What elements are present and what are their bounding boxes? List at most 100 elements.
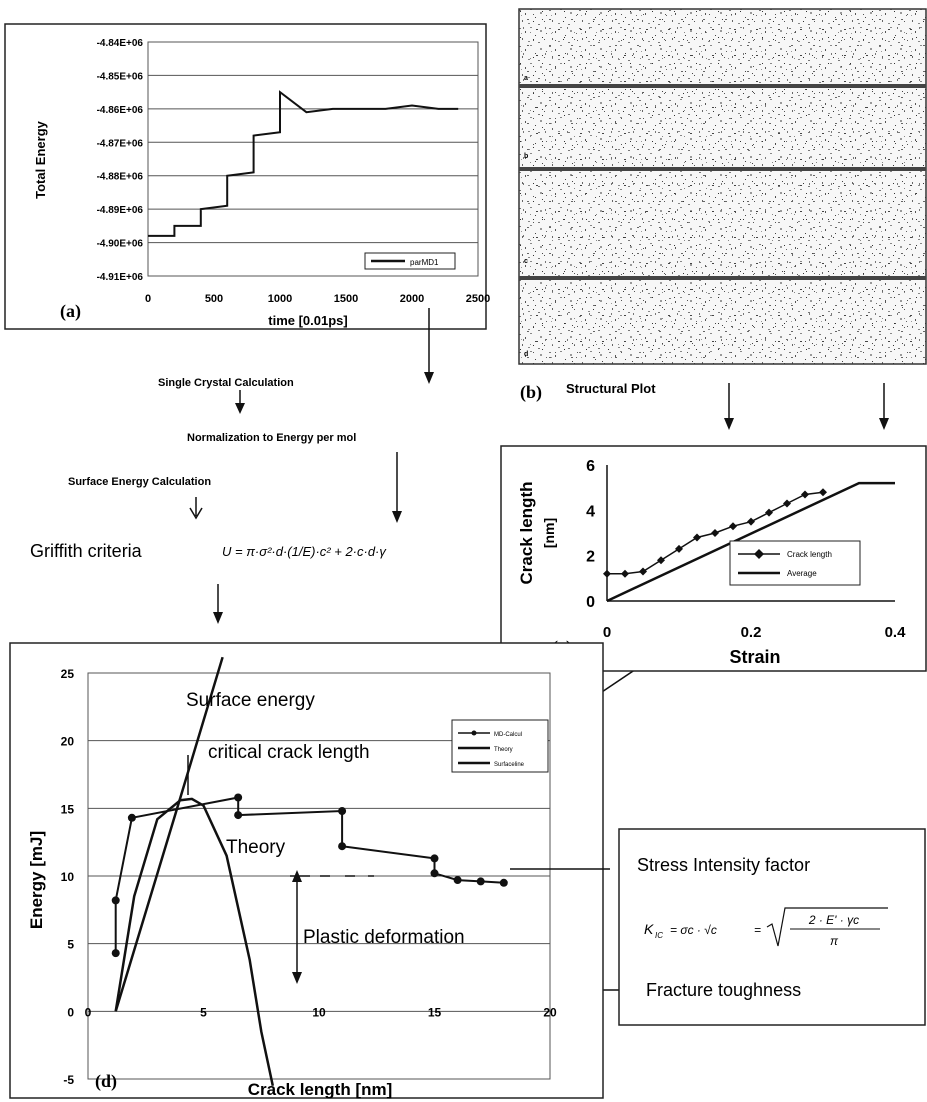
crack-length-point bbox=[657, 556, 665, 565]
panel-a-legend: parMD1 bbox=[364, 252, 456, 270]
md-calcul-point bbox=[453, 876, 462, 885]
crack-length-point bbox=[765, 508, 773, 517]
crack-length-point bbox=[747, 517, 755, 526]
total-energy-line bbox=[148, 90, 459, 237]
crack-length-point bbox=[783, 499, 791, 508]
arrow-down-icon bbox=[392, 452, 402, 523]
legend-theory: Theory bbox=[494, 747, 513, 753]
panel-d-x-tick: 0 bbox=[85, 1005, 92, 1019]
flow-surface-calc: Surface Energy Calculation bbox=[68, 476, 211, 488]
panel-d-y-tick: 5 bbox=[67, 938, 74, 952]
formula-den: π bbox=[830, 934, 839, 948]
panel-c-ylabel: Crack length bbox=[517, 482, 536, 585]
panel-a-plot-area bbox=[147, 41, 479, 277]
panel-a: -4.84E+06 -4.85E+06 -4.86E+06 -4.87E+06 -4.8… bbox=[4, 23, 490, 330]
annotation-theory: Theory bbox=[226, 837, 286, 858]
fracture-toughness: Fracture toughness bbox=[646, 980, 801, 1000]
md-calcul-point bbox=[338, 842, 347, 851]
panel-d-y-tick: 15 bbox=[61, 802, 75, 816]
panel-c-legend: Crack length Average bbox=[729, 540, 861, 586]
formula-num: 2 · E' · γc bbox=[808, 913, 859, 927]
panel-c-x-tick: 0.2 bbox=[741, 624, 762, 641]
theory-curve bbox=[114, 797, 275, 1087]
flow-single-crystal: Single Crystal Calculation bbox=[158, 377, 294, 389]
md-calcul-point bbox=[476, 877, 485, 886]
crack-length-point bbox=[819, 488, 827, 497]
arrow-down-icon bbox=[724, 383, 734, 430]
md-calcul-point bbox=[111, 896, 120, 905]
legend-surfaceline: Surfaceline bbox=[494, 762, 525, 768]
flow-griffith: Griffith criteria bbox=[30, 541, 143, 561]
crack-length-point bbox=[711, 529, 719, 537]
panel-c-x-tick: 0.4 bbox=[885, 624, 907, 641]
crack-length-point bbox=[639, 567, 647, 576]
crack-length-point bbox=[621, 569, 629, 578]
stress-box-title: Stress Intensity factor bbox=[637, 855, 810, 875]
panel-a-y-tick: -4.88E+06 bbox=[97, 172, 144, 183]
arrow-down-icon bbox=[189, 497, 203, 520]
panel-a-x-tick: 2000 bbox=[400, 293, 424, 305]
panel-d-x-tick: 10 bbox=[312, 1005, 326, 1019]
annotation-critical-crack: critical crack length bbox=[208, 742, 370, 763]
md-calcul-point bbox=[234, 793, 243, 802]
crack-length-point bbox=[675, 544, 683, 553]
md-calcul-point bbox=[127, 813, 136, 822]
average-line bbox=[606, 481, 895, 603]
panel-d-y-tick: -5 bbox=[63, 1073, 74, 1087]
panel-a-label: (a) bbox=[60, 301, 81, 322]
griffith-formula: U = π·σ²·d·(1/E)·c² + 2·c·d·γ bbox=[222, 544, 387, 559]
panel-a-y-tick: -4.85E+06 bbox=[97, 71, 144, 82]
panel-a-ylabel: Total Energy bbox=[33, 120, 48, 199]
panel-c-y-tick: 6 bbox=[586, 458, 595, 475]
panel-b-caption: Structural Plot bbox=[566, 381, 656, 396]
panel-a-x-tick: 1000 bbox=[268, 293, 292, 305]
svg-text:=: = bbox=[754, 923, 761, 937]
panel-d-y-tick: 20 bbox=[61, 735, 75, 749]
panel-d-x-tick: 15 bbox=[428, 1005, 442, 1019]
arrow-down-icon bbox=[879, 383, 889, 430]
structure-strip-label: c bbox=[524, 258, 528, 265]
panel-d-x-tick: 20 bbox=[543, 1005, 557, 1019]
surface-energy-line bbox=[114, 656, 224, 1012]
legend-average: Average bbox=[787, 569, 817, 578]
panel-d-label: (d) bbox=[95, 1071, 117, 1092]
crack-length-point bbox=[729, 522, 737, 531]
md-calcul-point bbox=[338, 807, 347, 816]
panel-d-y-tick: 10 bbox=[61, 870, 75, 884]
crack-length-point bbox=[693, 533, 701, 542]
panel-a-y-tick: -4.91E+06 bbox=[97, 272, 144, 283]
formula-k-sub: IC bbox=[655, 931, 663, 940]
structure-strip-label: d bbox=[524, 351, 528, 358]
panel-d-x-tick: 5 bbox=[200, 1005, 207, 1019]
panel-a-y-tick: -4.84E+06 bbox=[97, 38, 144, 49]
arrow-down-icon bbox=[424, 308, 434, 384]
panel-d-y-tick: 25 bbox=[61, 667, 75, 681]
stress-box-frame bbox=[618, 828, 926, 1026]
flow-normalization: Normalization to Energy per mol bbox=[187, 432, 356, 444]
md-calcul-point bbox=[499, 878, 508, 887]
md-calcul-point bbox=[430, 869, 439, 878]
formula-mid: = σc · √c bbox=[670, 923, 717, 937]
md-calcul-point bbox=[430, 854, 439, 863]
panel-c-y-tick: 0 bbox=[586, 594, 595, 611]
panel-a-x-tick: 1500 bbox=[334, 293, 358, 305]
panel-a-x-tick: 0 bbox=[145, 293, 151, 305]
panel-a-y-tick: -4.90E+06 bbox=[97, 239, 144, 250]
plastic-deformation-arrow bbox=[290, 870, 374, 984]
panel-c: 6 4 2 0 0 0.2 0.4 Crack length Average Crack … bbox=[500, 445, 927, 672]
structure-strip-label: a bbox=[524, 75, 528, 82]
legend-crack-length: Crack length bbox=[787, 550, 832, 559]
stress-intensity-box: Stress Intensity factor K IC = σc · √c =… bbox=[618, 828, 926, 1026]
panel-d-legend: MD-Calcul Theory Surfaceline bbox=[451, 719, 549, 773]
panel-a-y-tick: -4.89E+06 bbox=[97, 205, 144, 216]
structure-strip-label: b bbox=[524, 153, 528, 160]
arrow-down-icon bbox=[235, 390, 245, 414]
panel-c-xlabel: Strain bbox=[729, 647, 780, 667]
panel-a-xlabel: time [0.01ps] bbox=[268, 313, 347, 328]
panel-a-y-tick: -4.87E+06 bbox=[97, 138, 144, 149]
panel-a-legend-text: parMD1 bbox=[410, 258, 439, 267]
annotation-surface-energy: Surface energy bbox=[186, 690, 315, 711]
stress-intensity-formula: K IC = σc · √c = 2 · E' · γc π bbox=[644, 907, 888, 948]
panel-a-x-tick: 500 bbox=[205, 293, 223, 305]
